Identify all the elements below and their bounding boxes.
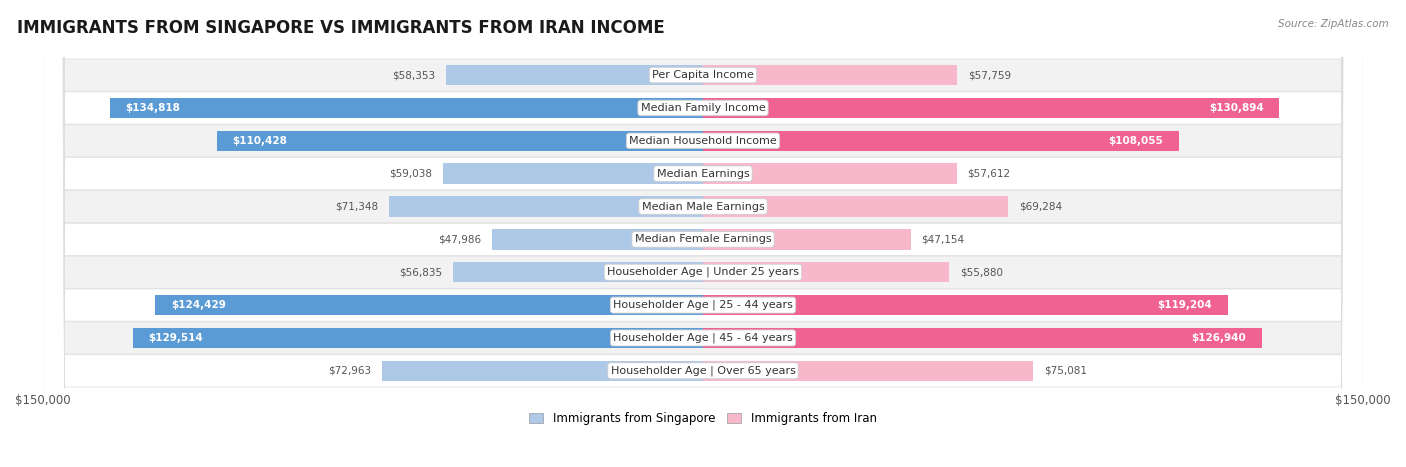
Text: $119,204: $119,204 [1157, 300, 1212, 310]
Text: $55,880: $55,880 [960, 267, 1002, 277]
Text: IMMIGRANTS FROM SINGAPORE VS IMMIGRANTS FROM IRAN INCOME: IMMIGRANTS FROM SINGAPORE VS IMMIGRANTS … [17, 19, 665, 37]
Text: $57,759: $57,759 [969, 70, 1011, 80]
FancyBboxPatch shape [42, 0, 1364, 467]
FancyBboxPatch shape [42, 0, 1364, 467]
Bar [443, 163, 703, 184]
Text: $71,348: $71,348 [335, 202, 378, 212]
Text: Median Family Income: Median Family Income [641, 103, 765, 113]
Bar [217, 131, 703, 151]
Bar [703, 229, 911, 249]
Text: Householder Age | Over 65 years: Householder Age | Over 65 years [610, 366, 796, 376]
FancyBboxPatch shape [42, 0, 1364, 467]
Text: $56,835: $56,835 [399, 267, 441, 277]
Bar [382, 361, 703, 381]
Bar [703, 361, 1033, 381]
Text: $47,986: $47,986 [437, 234, 481, 244]
Text: Per Capita Income: Per Capita Income [652, 70, 754, 80]
Text: $130,894: $130,894 [1209, 103, 1264, 113]
Text: Householder Age | Under 25 years: Householder Age | Under 25 years [607, 267, 799, 277]
Text: $126,940: $126,940 [1191, 333, 1246, 343]
Bar [134, 328, 703, 348]
Text: Source: ZipAtlas.com: Source: ZipAtlas.com [1278, 19, 1389, 28]
Bar [492, 229, 703, 249]
Bar [703, 65, 957, 85]
Bar [155, 295, 703, 315]
Text: $59,038: $59,038 [389, 169, 432, 179]
Bar [703, 163, 956, 184]
Text: Householder Age | 25 - 44 years: Householder Age | 25 - 44 years [613, 300, 793, 311]
Text: $58,353: $58,353 [392, 70, 436, 80]
Text: $134,818: $134,818 [125, 103, 180, 113]
Text: Median Household Income: Median Household Income [628, 136, 778, 146]
Bar [703, 262, 949, 283]
Text: $110,428: $110,428 [232, 136, 287, 146]
Bar [389, 196, 703, 217]
Bar [703, 295, 1227, 315]
Bar [446, 65, 703, 85]
FancyBboxPatch shape [42, 0, 1364, 467]
FancyBboxPatch shape [42, 0, 1364, 467]
Text: $47,154: $47,154 [921, 234, 965, 244]
Text: $75,081: $75,081 [1045, 366, 1087, 376]
Bar [110, 98, 703, 118]
Bar [703, 328, 1261, 348]
FancyBboxPatch shape [42, 0, 1364, 467]
Text: Householder Age | 45 - 64 years: Householder Age | 45 - 64 years [613, 333, 793, 343]
Text: $124,429: $124,429 [170, 300, 225, 310]
Text: $129,514: $129,514 [149, 333, 202, 343]
FancyBboxPatch shape [42, 0, 1364, 467]
Text: Median Female Earnings: Median Female Earnings [634, 234, 772, 244]
Bar [703, 131, 1178, 151]
FancyBboxPatch shape [42, 0, 1364, 467]
Bar [703, 98, 1279, 118]
FancyBboxPatch shape [42, 0, 1364, 467]
Bar [453, 262, 703, 283]
Text: $57,612: $57,612 [967, 169, 1011, 179]
Bar [703, 196, 1008, 217]
FancyBboxPatch shape [42, 0, 1364, 467]
Text: $108,055: $108,055 [1108, 136, 1163, 146]
Text: Median Earnings: Median Earnings [657, 169, 749, 179]
Legend: Immigrants from Singapore, Immigrants from Iran: Immigrants from Singapore, Immigrants fr… [524, 407, 882, 430]
Text: $69,284: $69,284 [1019, 202, 1062, 212]
Text: Median Male Earnings: Median Male Earnings [641, 202, 765, 212]
Text: $72,963: $72,963 [328, 366, 371, 376]
